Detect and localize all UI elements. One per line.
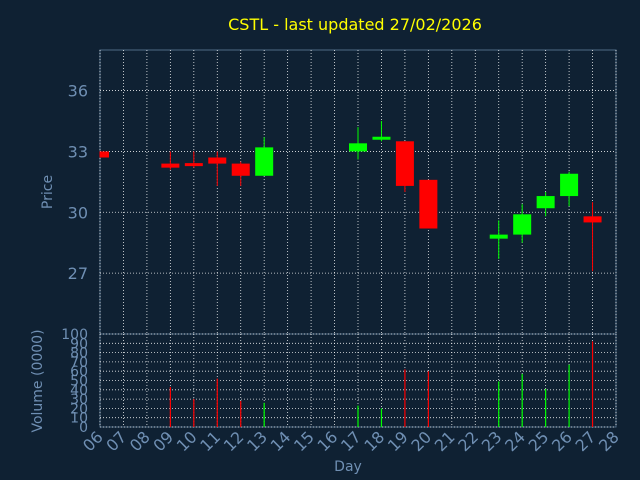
candle-body <box>100 151 109 158</box>
volume-tick-label: 80 <box>70 346 88 362</box>
x-tick-label: 28 <box>595 427 623 455</box>
candle-body <box>395 141 414 186</box>
candle-body <box>349 143 367 152</box>
volume-tick-label: 40 <box>70 383 88 399</box>
candle-body <box>419 179 438 229</box>
candle <box>560 171 579 207</box>
candle-body <box>231 163 250 176</box>
candle <box>255 137 274 176</box>
candlesticks <box>99 121 602 272</box>
candle-body <box>583 216 602 223</box>
candle <box>536 192 555 217</box>
price-grid <box>99 50 617 334</box>
chart-title: CSTL - last updated 27/02/2026 <box>228 15 482 34</box>
candle <box>161 151 180 170</box>
candle-body <box>536 196 555 209</box>
volume-axis-label: Volume (0000) <box>30 329 46 432</box>
candle-body <box>184 163 203 167</box>
candle <box>208 151 227 186</box>
candle <box>99 151 109 158</box>
candle-body <box>208 157 227 164</box>
candle <box>231 161 250 186</box>
candle-body <box>489 234 508 239</box>
volume-tick-label: 70 <box>70 355 88 371</box>
volume-tick-label: 90 <box>70 336 88 352</box>
x-axis-ticks: 0607080910111213141516171819202122232425… <box>79 427 623 455</box>
volume-tick-label: 10 <box>70 411 88 427</box>
volume-tick-label: 50 <box>70 374 88 390</box>
price-tick-label: 36 <box>68 82 88 101</box>
candle-body <box>513 214 532 235</box>
price-axis-label: Price <box>40 175 56 209</box>
candle <box>489 220 508 259</box>
price-axis-ticks: 27 30 33 36 <box>68 82 88 284</box>
candle-body <box>560 173 579 197</box>
volume-tick-label: 30 <box>70 392 88 408</box>
volume-tick-label: 0 <box>79 420 88 436</box>
price-tick-label: 27 <box>68 264 88 283</box>
candle-body <box>255 147 274 176</box>
volume-tick-label: 100 <box>61 327 88 343</box>
volume-tick-label: 20 <box>70 401 88 417</box>
candle-body <box>161 163 180 168</box>
candle <box>583 202 602 272</box>
candle <box>349 127 367 160</box>
candle <box>395 141 414 192</box>
price-tick-label: 30 <box>68 203 88 222</box>
candle <box>372 121 391 142</box>
candle <box>184 151 203 168</box>
price-tick-label: 33 <box>68 142 88 161</box>
candle-body <box>372 136 391 140</box>
candle <box>513 204 532 243</box>
volume-bars <box>169 341 594 427</box>
x-axis-label: Day <box>334 459 362 475</box>
candle <box>419 179 438 229</box>
volume-tick-label: 60 <box>70 364 88 380</box>
